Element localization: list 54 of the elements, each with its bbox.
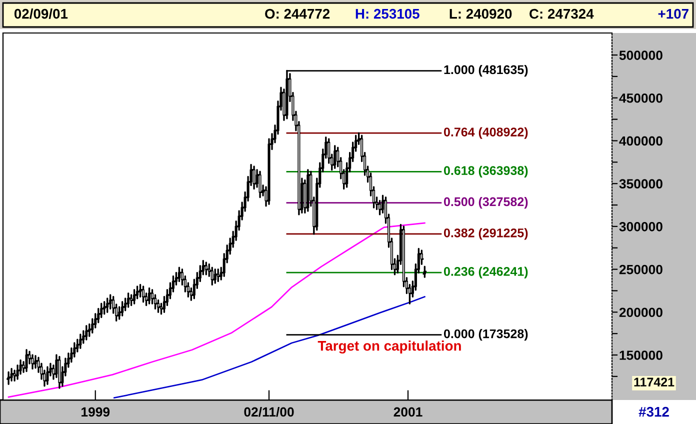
annotation: Target on capitulation — [318, 340, 461, 354]
candlestick — [147, 287, 152, 304]
y-tick-label: 350000 — [619, 179, 662, 189]
text: O: 244772 — [265, 8, 330, 19]
text: 117421 — [634, 378, 674, 386]
text: 02/09/01 — [14, 8, 68, 19]
candlestick — [105, 298, 110, 313]
x-tick-label: 02/11/00 — [244, 406, 294, 417]
series-label: 0.382 (291225) — [444, 228, 528, 240]
candlestick — [84, 325, 88, 340]
candlestick — [204, 262, 208, 276]
candlestick — [10, 368, 14, 382]
candlestick — [213, 268, 218, 284]
candlestick — [177, 266, 182, 282]
candlestick — [58, 356, 62, 389]
series-label: 0.500 (327582) — [444, 196, 528, 209]
y-tick-label: 400000 — [619, 136, 662, 146]
text: C: 247324 — [530, 8, 594, 19]
candlestick — [120, 301, 124, 316]
candlestick — [24, 349, 28, 372]
text: #312 — [638, 406, 669, 417]
series-label: 0.618 (363938) — [444, 166, 528, 178]
y-tick-label: 300000 — [619, 222, 662, 232]
candlestick — [210, 266, 214, 286]
candlestick — [306, 169, 310, 212]
candlestick — [141, 286, 146, 303]
candlestick — [102, 301, 106, 315]
candlestick — [216, 268, 220, 282]
candlestick — [132, 289, 136, 304]
candlestick — [46, 366, 50, 385]
candlestick — [258, 170, 262, 198]
y-tick-label: 500000 — [619, 50, 662, 60]
series-label: 0.764 (408922) — [444, 127, 528, 139]
candlestick — [126, 292, 130, 308]
candlestick — [30, 354, 34, 370]
x-tick-label: 2001 — [394, 407, 422, 417]
y-tick-label: 150000 — [620, 350, 662, 360]
candlestick — [108, 294, 112, 310]
y-tick-label: 450000 — [619, 93, 662, 103]
candlestick — [252, 166, 256, 190]
candlestick — [78, 334, 82, 349]
text: +107 — [658, 8, 688, 19]
candlestick — [332, 145, 337, 169]
y-tick-label: 250000 — [619, 264, 662, 274]
candlestick — [422, 266, 427, 278]
series-label: 0.236 (246241) — [444, 266, 528, 278]
candlestick — [34, 355, 38, 369]
text: H: 253105 — [356, 8, 420, 19]
series-label: 0.000 (173528) — [444, 329, 528, 341]
candlestick — [6, 371, 10, 385]
text: L: 240920 — [450, 8, 512, 19]
x-tick-label: 1999 — [82, 407, 110, 417]
series-label: 1.000 (481635) — [444, 64, 528, 77]
y-tick-label: 200000 — [619, 308, 662, 318]
